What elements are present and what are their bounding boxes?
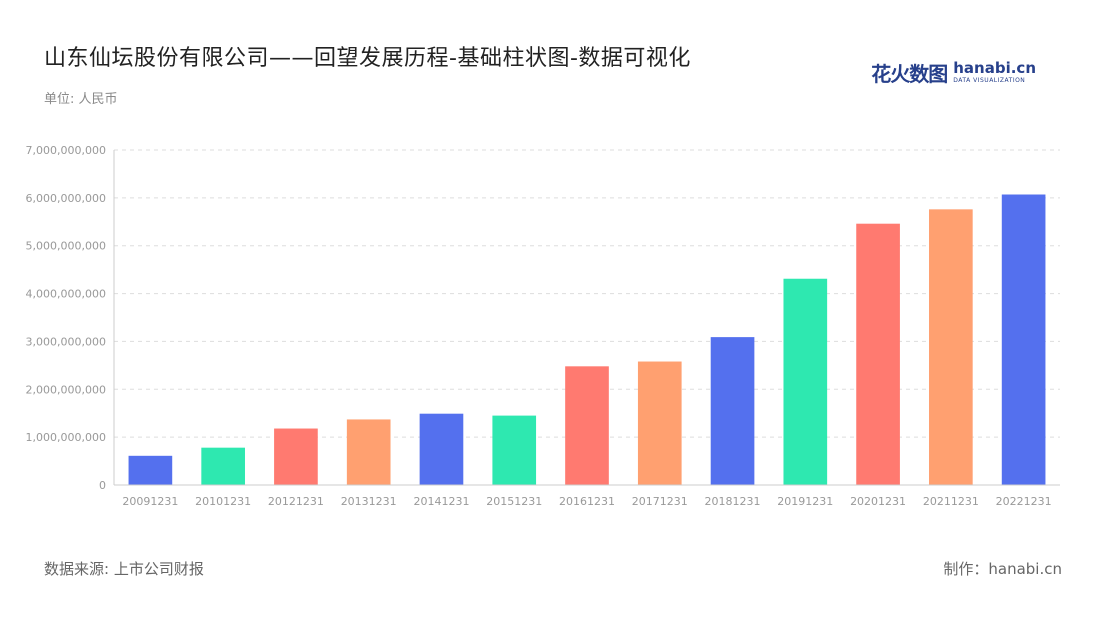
credit: 制作：hanabi.cn xyxy=(943,560,1062,578)
x-tick-label: 20131231 xyxy=(341,495,397,508)
y-tick-label: 3,000,000,000 xyxy=(26,335,106,348)
y-tick-label: 2,000,000,000 xyxy=(26,383,106,396)
bar xyxy=(710,337,755,485)
x-tick-label: 20141231 xyxy=(413,495,469,508)
page-title: 山东仙坛股份有限公司——回望发展历程-基础柱状图-数据可视化 xyxy=(44,46,691,71)
bar xyxy=(856,223,900,485)
x-tick-label: 20121231 xyxy=(268,495,324,508)
brand-logo: 花火数图 hanabi.cn DATA VISUALIZATION xyxy=(871,58,1036,87)
y-tick-label: 0 xyxy=(99,479,106,492)
bar xyxy=(201,447,245,485)
bar xyxy=(637,361,682,485)
bar xyxy=(1001,194,1046,485)
bar xyxy=(565,366,609,485)
y-tick-label: 5,000,000,000 xyxy=(26,240,106,253)
bar xyxy=(492,415,537,485)
x-tick-label: 20181231 xyxy=(705,495,761,508)
bar-chart: 0 1,000,000,000 2,000,000,000 3,000,000,000… xyxy=(26,144,1060,508)
y-tick-label: 6,000,000,000 xyxy=(26,192,106,205)
bar xyxy=(346,419,391,485)
y-tick-label: 1,000,000,000 xyxy=(26,431,106,444)
bar xyxy=(929,209,973,485)
x-tick-label: 20221231 xyxy=(996,495,1052,508)
brand-logo-en-sub: DATA VISUALIZATION xyxy=(953,77,1026,84)
x-tick-label: 20091231 xyxy=(122,495,178,508)
bar xyxy=(128,455,173,485)
x-axis: 20091231 20101231 20121231 20131231 20141231… xyxy=(114,484,1060,508)
data-source: 数据来源: 上市公司财报 xyxy=(44,560,204,578)
x-tick-label: 20161231 xyxy=(559,495,615,508)
brand-logo-cn: 花火数图 xyxy=(871,62,948,86)
x-tick-label: 20171231 xyxy=(632,495,688,508)
y-axis: 0 1,000,000,000 2,000,000,000 3,000,000,000… xyxy=(26,144,115,492)
bars xyxy=(128,194,1046,485)
x-tick-label: 20151231 xyxy=(486,495,542,508)
x-tick-label: 20201231 xyxy=(850,495,906,508)
y-tick-label: 7,000,000,000 xyxy=(26,144,106,157)
x-tick-label: 20101231 xyxy=(195,495,251,508)
y-tick-label: 4,000,000,000 xyxy=(26,288,106,301)
bar xyxy=(419,413,464,485)
bar xyxy=(783,278,828,485)
x-tick-label: 20211231 xyxy=(923,495,979,508)
x-tick-label: 20191231 xyxy=(777,495,833,508)
bar xyxy=(274,428,318,485)
unit-label: 单位: 人民币 xyxy=(44,92,118,107)
brand-logo-en: hanabi.cn xyxy=(953,59,1036,77)
brand-logo-en-group: hanabi.cn DATA VISUALIZATION xyxy=(953,61,1036,84)
